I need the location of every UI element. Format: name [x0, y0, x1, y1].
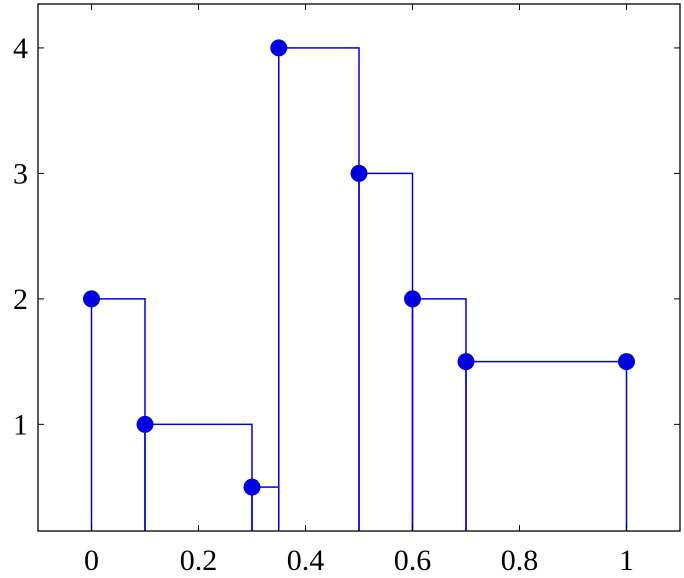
axes: 0 0.2 0.4 0.6 0.8 1 1 2 3 4: [13, 3, 681, 577]
bar: [358, 172, 414, 531]
axis-frame: [37, 3, 681, 532]
marker: [350, 164, 368, 182]
y-tick-label: 3: [13, 157, 28, 190]
x-tick-label: 0.4: [287, 544, 325, 577]
bar: [411, 298, 467, 531]
marker: [404, 290, 421, 308]
marker: [270, 39, 288, 57]
x-tick-label: 1: [619, 544, 634, 577]
bar: [465, 360, 628, 531]
marker: [136, 415, 154, 433]
marker: [457, 353, 475, 371]
y-tick-label: 1: [13, 408, 28, 441]
x-tick-label: 0: [84, 544, 99, 577]
x-tick-label: 0.2: [180, 544, 218, 577]
x-tick-label: 0.8: [501, 544, 539, 577]
bar: [278, 47, 360, 531]
plot-area: [83, 39, 635, 531]
marker: [618, 353, 635, 371]
marker: [243, 478, 261, 496]
marker: [83, 290, 100, 308]
y-tick-label: 2: [13, 283, 28, 316]
x-tick-label: 0.6: [394, 544, 432, 577]
bar: [251, 486, 280, 531]
y-tick-label: 4: [13, 32, 28, 65]
